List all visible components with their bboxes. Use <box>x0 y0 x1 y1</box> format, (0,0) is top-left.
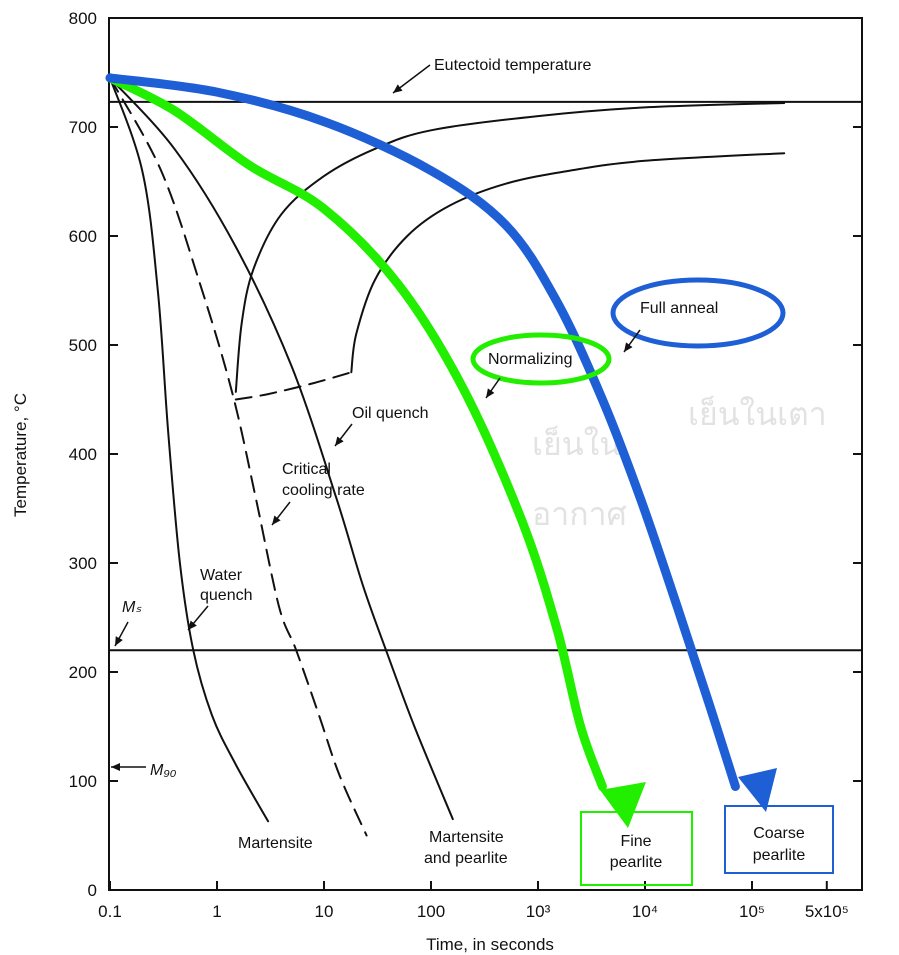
thai-air-cooling-line1: เย็นใน <box>532 425 621 463</box>
normalizing-pointer <box>485 377 501 399</box>
thai-air-cooling-line2: อากาศ <box>532 495 627 533</box>
martensite-pearlite-label-line2: and pearlite <box>424 850 508 867</box>
thai-furnace-cooling: เย็นในเตา <box>688 395 827 433</box>
m90-label: M₉₀ <box>150 762 177 779</box>
y-tick-label: 800 <box>69 9 97 28</box>
finish-curve <box>350 152 786 374</box>
coarse-pearlite-label-line1: Coarse <box>753 825 805 842</box>
x-tick-label: 0.1 <box>98 902 122 921</box>
y-axis-label: Temperature, °C <box>11 393 30 517</box>
critical-label-line1: Critical <box>282 461 331 478</box>
normalizing-ellipse <box>470 332 612 386</box>
x-tick-label: 10⁵ <box>739 902 765 921</box>
full-anneal-pointer <box>623 329 641 353</box>
y-axis-ticks: 0 100 200 300 400 500 600 700 800 <box>69 9 862 900</box>
martensite-label: Martensite <box>238 835 313 852</box>
eutectoid-pointer <box>392 64 431 94</box>
y-tick-label: 700 <box>69 118 97 137</box>
fine-pearlite-box <box>580 811 693 886</box>
ms-label: Mₛ <box>122 599 142 616</box>
y-tick-label: 0 <box>88 881 97 900</box>
x-axis-ticks: 0.1 1 10 100 10³ 10⁴ 10⁵ 5x10⁵ <box>98 881 849 921</box>
full-anneal-label: Full anneal <box>640 300 718 317</box>
x-tick-label: 10⁴ <box>632 902 658 921</box>
full-anneal-ellipse <box>610 277 786 349</box>
full-anneal-curve <box>105 73 740 791</box>
water-quench-label-line1: Water <box>200 567 243 584</box>
x-tick-label: 100 <box>417 902 445 921</box>
y-tick-label: 100 <box>69 772 97 791</box>
water-quench-label-line2: quench <box>200 587 253 604</box>
coarse-pearlite-label-line2: pearlite <box>753 847 806 864</box>
critical-label-line2: cooling rate <box>282 482 365 499</box>
fine-pearlite-label-line1: Fine <box>620 833 651 850</box>
oil-quench-curve <box>109 76 454 821</box>
oil-quench-pointer <box>334 423 353 447</box>
y-tick-label: 300 <box>69 554 97 573</box>
eutectoid-label: Eutectoid temperature <box>434 57 592 74</box>
critical-pointer <box>271 501 291 526</box>
ms-pointer <box>114 621 129 647</box>
normalizing-label: Normalizing <box>488 351 572 368</box>
martensite-pearlite-label-line1: Martensite <box>429 829 504 846</box>
y-tick-label: 500 <box>69 336 97 355</box>
coarse-pearlite-box <box>724 805 834 874</box>
x-axis-label: Time, in seconds <box>426 935 554 954</box>
finish-lower-curve <box>234 371 353 401</box>
y-tick-label: 400 <box>69 445 97 464</box>
normalizing-arrowhead <box>600 782 646 828</box>
oil-quench-label: Oil quench <box>352 405 429 422</box>
curves-layer <box>105 73 786 837</box>
fine-pearlite-label-line2: pearlite <box>610 854 663 871</box>
full-anneal-arrowhead <box>738 768 777 812</box>
start-curve <box>234 102 786 393</box>
critical-cooling-rate-curve <box>109 76 368 837</box>
normalizing-curve <box>105 73 607 791</box>
water-quench-pointer <box>187 605 209 631</box>
y-tick-label: 200 <box>69 663 97 682</box>
x-tick-label: 5x10⁵ <box>805 902 849 921</box>
x-tick-label: 10 <box>315 902 334 921</box>
y-tick-label: 600 <box>69 227 97 246</box>
water-quench-curve <box>109 76 270 823</box>
x-tick-label: 10³ <box>526 902 551 921</box>
x-tick-label: 1 <box>212 902 221 921</box>
